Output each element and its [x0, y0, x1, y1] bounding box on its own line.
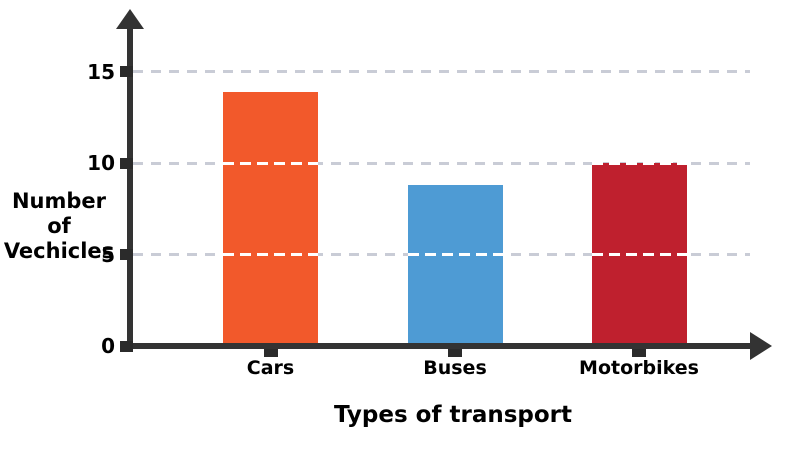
x-axis-tick-cars	[263, 349, 278, 357]
bar-buses-gridline-5	[407, 253, 503, 257]
x-category-label-motorbikes: Motorbikes	[579, 357, 699, 379]
x-category-label-cars: Cars	[246, 357, 295, 379]
y-axis-tick-5	[120, 249, 133, 261]
bar-motorbikes-gridline-5	[591, 253, 687, 257]
bar-buses	[407, 185, 503, 343]
y-axis-title-line2: Vechicles	[3, 239, 115, 263]
bar-cars	[223, 92, 318, 343]
y-tick-label-15: 15	[87, 59, 115, 84]
x-axis-tick-motorbikes	[632, 349, 646, 357]
x-category-label-buses: Buses	[423, 357, 487, 379]
y-axis-title: Number of Vechicles	[0, 189, 118, 264]
y-axis-line	[127, 24, 133, 349]
x-axis-arrowhead-icon	[750, 332, 772, 360]
y-axis-title-line1: Number of	[11, 189, 107, 238]
bar-motorbikes-gridline-10	[591, 161, 687, 165]
y-axis-tick-10	[120, 157, 133, 169]
y-axis-arrowhead-icon	[116, 9, 144, 29]
gridline-15	[133, 70, 750, 74]
y-tick-label-5: 5	[101, 242, 115, 267]
y-tick-label-0: 0	[101, 334, 115, 358]
y-axis-tick-15	[120, 66, 133, 78]
bar-cars-gridline-10	[223, 161, 318, 165]
x-axis-tick-buses	[448, 349, 462, 357]
y-tick-label-10: 10	[87, 151, 115, 176]
x-axis-title: Types of transport	[333, 402, 573, 428]
gridline-10	[133, 161, 750, 165]
y-axis-tick-0	[120, 340, 133, 352]
x-axis-line	[122, 343, 752, 349]
bar-cars-gridline-5	[223, 253, 318, 257]
